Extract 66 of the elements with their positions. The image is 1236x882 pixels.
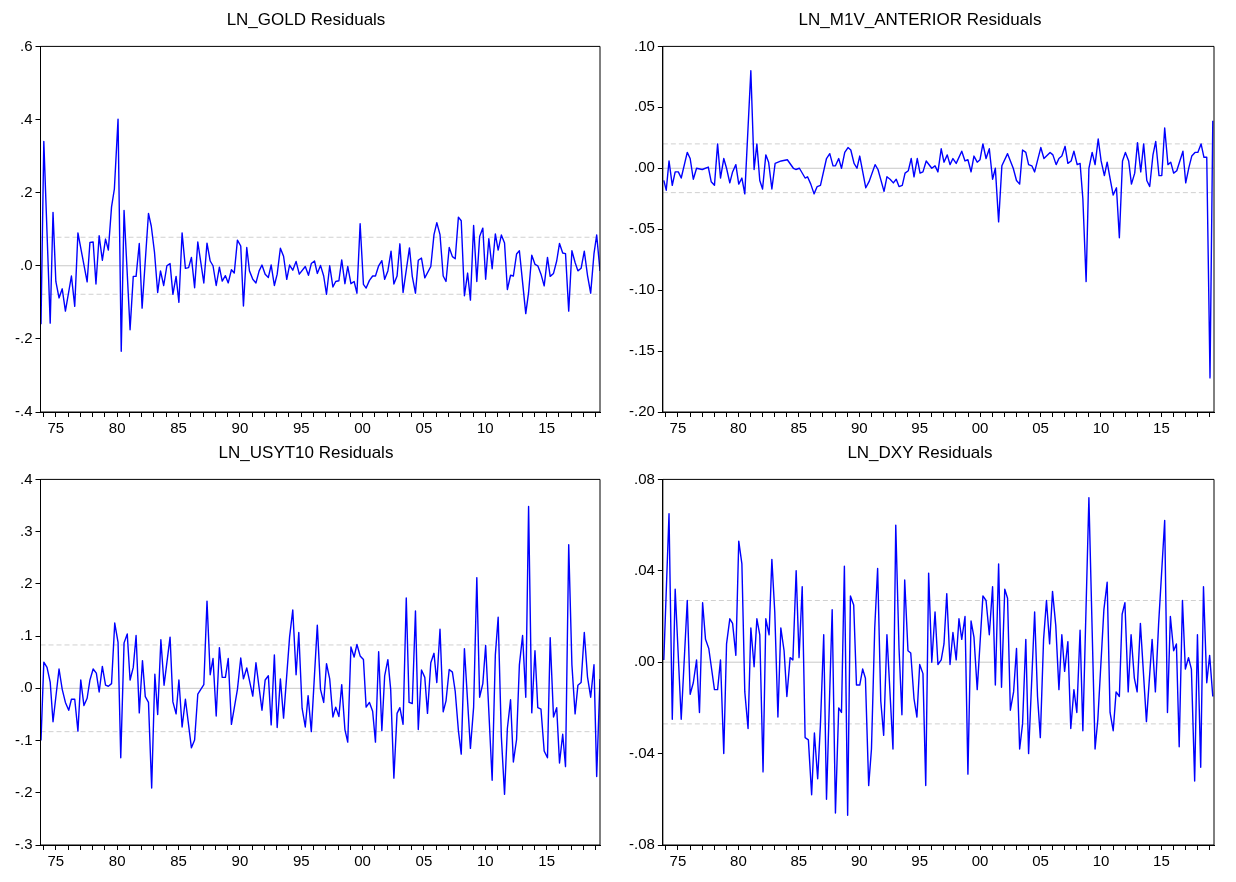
x-tick-label: 85 [170, 852, 187, 870]
x-tick-label: 90 [231, 419, 249, 437]
x-tick-label: 80 [108, 419, 126, 437]
y-tick-label: .0 [19, 255, 33, 273]
chart-title: LN_GOLD Residuals [226, 9, 386, 29]
x-tick-label: 00 [971, 852, 989, 870]
x-tick-label: 80 [730, 419, 747, 437]
y-tick-label: .04 [633, 560, 655, 578]
x-tick-label: 95 [911, 852, 929, 870]
x-tick-label: 10 [476, 852, 494, 870]
x-tick-label: 10 [1092, 419, 1110, 437]
x-tick-label: 90 [850, 419, 868, 437]
y-tick-label: -.1 [14, 730, 33, 748]
x-tick-label: 75 [669, 419, 687, 437]
x-tick-label: 80 [108, 852, 126, 870]
x-tick-label: 00 [354, 852, 371, 870]
y-tick-label: .00 [633, 652, 655, 670]
x-tick-label: 80 [730, 852, 747, 870]
y-tick-label: .6 [19, 36, 33, 54]
x-tick-label: 15 [1153, 852, 1170, 870]
x-tick-label: 85 [170, 419, 187, 437]
y-tick-label: -.10 [628, 280, 655, 298]
x-tick-label: 05 [1032, 419, 1049, 437]
x-tick-label: 95 [292, 419, 310, 437]
y-tick-label: -.15 [628, 341, 655, 359]
x-tick-label: 15 [538, 852, 555, 870]
x-tick-label: 75 [47, 419, 65, 437]
x-tick-label: 05 [415, 419, 433, 437]
x-tick-label: 15 [1153, 419, 1170, 437]
x-tick-label: 05 [415, 852, 433, 870]
y-tick-label: .05 [633, 97, 655, 115]
chart-title: LN_DXY Residuals [847, 442, 993, 462]
y-tick-label: -.08 [628, 835, 655, 853]
y-tick-label: .10 [633, 36, 655, 54]
x-tick-label: 05 [1032, 852, 1049, 870]
x-tick-label: 90 [850, 852, 868, 870]
y-tick-label: -.4 [14, 402, 33, 420]
chart-title: LN_USYT10 Residuals [218, 442, 394, 462]
x-tick-label: 10 [1092, 852, 1110, 870]
x-tick-label: 00 [354, 419, 371, 437]
y-tick-label: .4 [19, 469, 33, 487]
x-tick-label: 95 [911, 419, 929, 437]
y-tick-label: .1 [19, 626, 33, 644]
x-tick-label: 75 [47, 852, 65, 870]
x-tick-label: 00 [971, 419, 989, 437]
y-tick-label: -.05 [628, 219, 655, 237]
y-tick-label: .4 [19, 109, 33, 127]
chart-title: LN_M1V_ANTERIOR Residuals [798, 9, 1042, 29]
y-tick-label: -.2 [14, 329, 33, 347]
y-tick-label: -.20 [628, 402, 655, 420]
x-tick-label: 85 [790, 419, 808, 437]
y-tick-label: .08 [633, 469, 655, 487]
x-tick-label: 75 [669, 852, 687, 870]
x-tick-label: 85 [790, 852, 808, 870]
x-tick-label: 10 [476, 419, 494, 437]
x-tick-label: 15 [538, 419, 555, 437]
y-tick-label: -.04 [628, 743, 655, 761]
y-tick-label: .00 [633, 158, 655, 176]
y-tick-label: .2 [19, 182, 33, 200]
y-tick-label: .3 [19, 521, 33, 539]
y-tick-label: .2 [19, 574, 33, 591]
y-tick-label: -.2 [14, 782, 33, 800]
x-tick-label: 90 [231, 852, 249, 870]
x-tick-label: 95 [292, 852, 310, 870]
y-tick-label: .0 [19, 678, 33, 696]
y-tick-label: -.3 [14, 835, 33, 853]
